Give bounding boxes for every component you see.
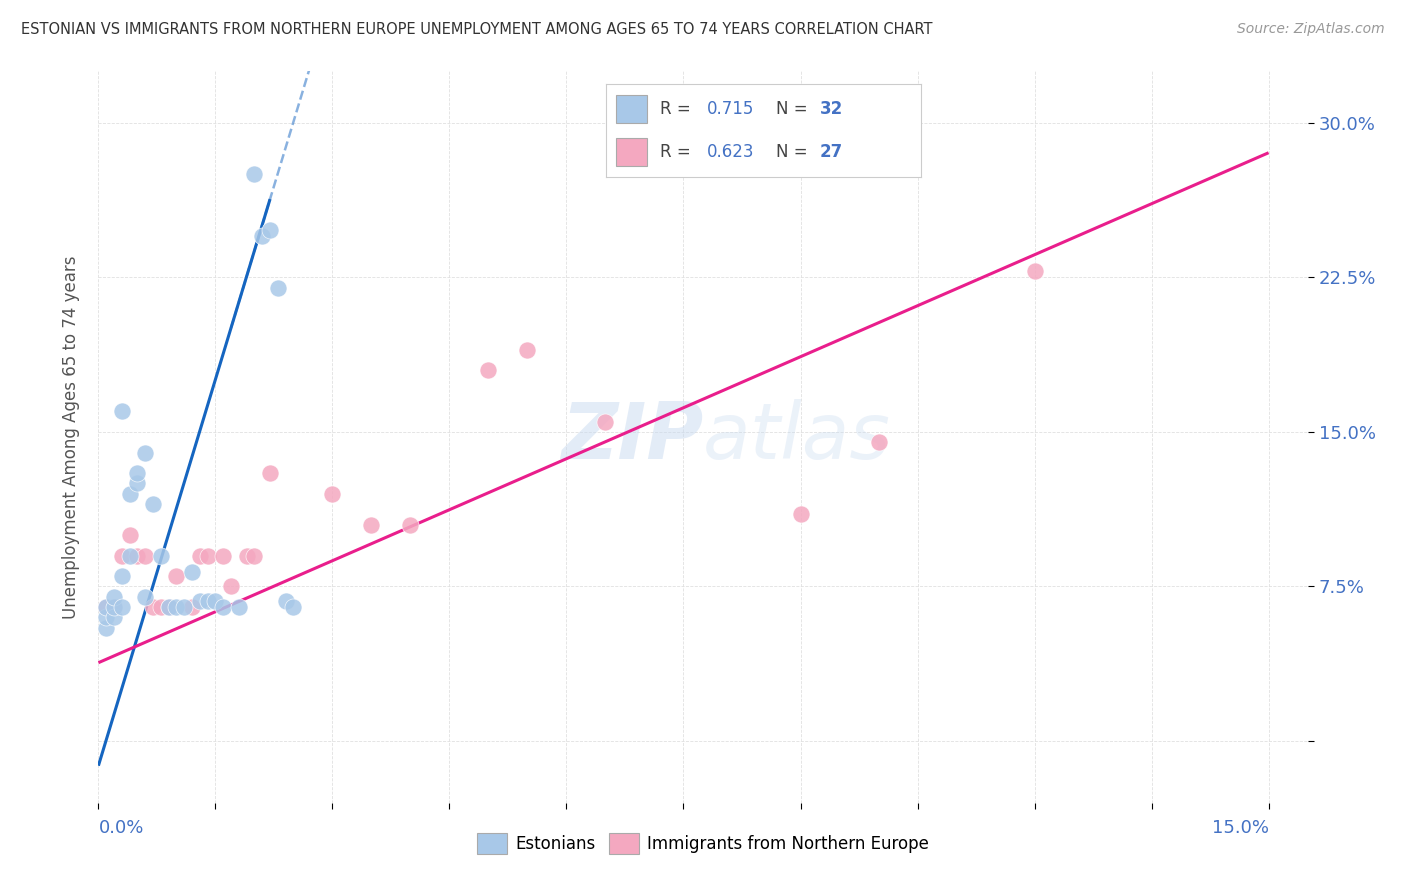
Point	[118, 487, 141, 501]
Point	[181, 565, 204, 579]
Text: 15.0%: 15.0%	[1212, 819, 1268, 838]
Text: atlas: atlas	[703, 399, 891, 475]
Point	[204, 594, 226, 608]
Point	[243, 549, 266, 563]
Point	[157, 600, 180, 615]
Text: ZIP: ZIP	[561, 399, 703, 475]
Point	[267, 281, 290, 295]
Point	[134, 445, 156, 459]
Point	[96, 621, 118, 635]
Text: Source: ZipAtlas.com: Source: ZipAtlas.com	[1237, 22, 1385, 37]
Point	[103, 610, 125, 624]
Point	[111, 549, 134, 563]
Point	[142, 600, 165, 615]
Point	[212, 600, 235, 615]
Point	[181, 600, 204, 615]
Point	[96, 600, 118, 615]
Point	[165, 569, 187, 583]
Point	[283, 600, 305, 615]
Point	[595, 415, 617, 429]
Point	[165, 600, 187, 615]
Point	[188, 594, 211, 608]
Point	[188, 549, 211, 563]
Point	[477, 363, 499, 377]
Point	[127, 466, 149, 480]
Point	[134, 590, 156, 604]
Point	[868, 435, 890, 450]
Point	[111, 404, 134, 418]
Point	[197, 594, 219, 608]
Point	[259, 223, 281, 237]
Point	[149, 549, 172, 563]
Point	[96, 600, 118, 615]
Point	[235, 549, 257, 563]
Point	[127, 549, 149, 563]
Point	[212, 549, 235, 563]
Point	[321, 487, 343, 501]
Text: ESTONIAN VS IMMIGRANTS FROM NORTHERN EUROPE UNEMPLOYMENT AMONG AGES 65 TO 74 YEA: ESTONIAN VS IMMIGRANTS FROM NORTHERN EUR…	[21, 22, 932, 37]
Point	[134, 549, 156, 563]
Point	[197, 549, 219, 563]
Point	[111, 600, 134, 615]
Legend: Estonians, Immigrants from Northern Europe: Estonians, Immigrants from Northern Euro…	[470, 827, 936, 860]
Point	[516, 343, 538, 357]
Point	[103, 600, 125, 615]
Point	[118, 549, 141, 563]
Text: 0.0%: 0.0%	[98, 819, 143, 838]
Point	[243, 167, 266, 181]
Point	[149, 600, 172, 615]
Point	[259, 466, 281, 480]
Point	[789, 508, 811, 522]
Point	[219, 579, 242, 593]
Point	[118, 528, 141, 542]
Point	[103, 600, 125, 615]
Point	[111, 569, 134, 583]
Point	[252, 229, 274, 244]
Y-axis label: Unemployment Among Ages 65 to 74 years: Unemployment Among Ages 65 to 74 years	[62, 255, 80, 619]
Point	[157, 600, 180, 615]
Point	[96, 610, 118, 624]
Point	[399, 517, 422, 532]
Point	[127, 476, 149, 491]
Point	[1024, 264, 1046, 278]
Point	[173, 600, 195, 615]
Point	[228, 600, 250, 615]
Point	[274, 594, 297, 608]
Point	[142, 497, 165, 511]
Point	[103, 590, 125, 604]
Point	[360, 517, 382, 532]
